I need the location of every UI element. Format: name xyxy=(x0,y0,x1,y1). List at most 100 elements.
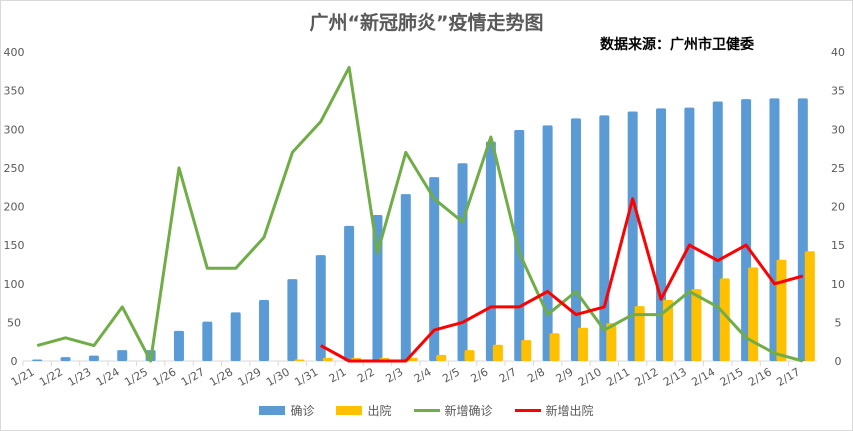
legend-swatch xyxy=(413,409,440,412)
bar-confirmed xyxy=(485,141,496,361)
x-axis-tick-label: 1/22 xyxy=(37,365,65,389)
bar-discharged xyxy=(322,357,333,361)
bar-confirmed xyxy=(514,130,525,361)
x-axis-tick-label: 2/16 xyxy=(746,365,774,389)
bar-confirmed xyxy=(202,321,213,361)
bar-discharged xyxy=(294,359,305,361)
x-axis-tick-label: 2/5 xyxy=(440,365,462,385)
bar-confirmed xyxy=(117,350,128,361)
x-axis-tick-label: 2/10 xyxy=(576,365,604,389)
bar-confirmed xyxy=(315,255,326,361)
bar-discharged xyxy=(606,323,617,361)
left-axis-tick-label: 150 xyxy=(4,239,25,252)
x-axis-tick-label: 1/29 xyxy=(236,365,264,389)
legend-label: 出院 xyxy=(367,404,392,418)
right-axis-tick-label: 25 xyxy=(831,162,845,175)
x-axis-tick-label: 2/8 xyxy=(525,365,547,385)
bar-confirmed xyxy=(287,279,298,361)
x-axis-tick-label: 1/24 xyxy=(94,365,122,389)
x-axis-tick-label: 1/31 xyxy=(292,365,320,389)
right-axis-tick-label: 15 xyxy=(831,239,845,252)
right-axis-tick-label: 5 xyxy=(835,316,842,329)
x-axis-tick-label: 2/2 xyxy=(355,365,377,385)
left-axis-tick-label: 300 xyxy=(4,123,25,136)
x-axis-tick-label: 1/25 xyxy=(122,365,150,389)
legend: 确诊 出院 新增确诊 新增出院 xyxy=(0,402,853,419)
left-axis-tick-label: 100 xyxy=(4,278,25,291)
bar-confirmed xyxy=(627,111,638,361)
bar-discharged xyxy=(719,278,730,361)
legend-swatch xyxy=(336,406,363,415)
right-axis-tick-label: 30 xyxy=(831,123,845,136)
bar-discharged xyxy=(748,267,759,361)
legend-item: 确诊 xyxy=(259,402,314,419)
chart-title: 广州“新冠肺炎”疫情走势图 xyxy=(309,12,544,34)
x-axis-tick-label: 1/28 xyxy=(207,365,235,389)
x-axis-tick-label: 2/1 xyxy=(327,365,349,385)
bar-confirmed xyxy=(542,125,553,361)
source-note: 数据来源：广州市卫健委 xyxy=(600,37,754,53)
x-axis-tick-label: 2/6 xyxy=(469,365,491,385)
right-axis-tick-label: 0 xyxy=(835,355,842,368)
x-axis-tick-label: 1/27 xyxy=(179,365,207,389)
x-axis-tick-label: 2/17 xyxy=(774,365,802,389)
left-axis-tick-label: 350 xyxy=(4,85,25,98)
bar-confirmed xyxy=(400,194,411,361)
x-axis-tick-label: 2/12 xyxy=(633,365,661,389)
legend-label: 确诊 xyxy=(290,404,315,418)
right-axis-tick-label: 35 xyxy=(831,85,845,98)
line-new-discharged xyxy=(320,197,804,363)
legend-swatch xyxy=(514,409,541,412)
left-axis-tick-label: 400 xyxy=(4,46,25,59)
legend-item: 新增确诊 xyxy=(413,402,493,419)
bar-confirmed xyxy=(656,108,667,361)
bar-confirmed xyxy=(457,163,468,361)
x-axis-tick-label: 2/9 xyxy=(554,365,576,385)
x-axis-tick-label: 2/15 xyxy=(718,365,746,389)
bar-confirmed xyxy=(259,299,270,361)
legend-label: 新增确诊 xyxy=(444,404,493,418)
bar-discharged xyxy=(776,259,787,361)
bar-confirmed xyxy=(372,214,383,361)
left-axis-tick-label: 200 xyxy=(4,201,25,214)
x-axis-tick-label: 2/14 xyxy=(689,365,717,389)
bar-confirmed xyxy=(88,355,99,361)
legend-swatch xyxy=(259,406,286,415)
right-axis-tick-label: 40 xyxy=(831,46,845,59)
left-axis-tick-label: 0 xyxy=(11,355,18,368)
x-axis-tick-label: 1/21 xyxy=(9,365,37,389)
bar-discharged xyxy=(436,354,447,361)
x-axis-tick-label: 2/4 xyxy=(412,365,434,385)
x-axis-tick-label: 2/13 xyxy=(661,365,689,389)
bar-discharged xyxy=(634,306,645,361)
x-axis-tick-label: 1/26 xyxy=(151,365,179,389)
line-new-confirmed xyxy=(36,65,804,363)
bar-discharged xyxy=(492,344,503,361)
legend-label: 新增出院 xyxy=(545,404,594,418)
bar-discharged xyxy=(521,340,532,361)
bar-confirmed xyxy=(429,177,440,361)
bar-confirmed xyxy=(570,118,581,361)
bar-discharged xyxy=(663,299,674,361)
legend-item: 出院 xyxy=(336,402,392,419)
left-axis-tick-label: 250 xyxy=(4,162,25,175)
right-axis-tick-label: 20 xyxy=(831,201,845,214)
x-axis-tick-label: 2/11 xyxy=(604,365,632,389)
bar-confirmed xyxy=(32,359,43,361)
left-axis-tick-label: 50 xyxy=(7,316,21,329)
x-axis-tick-label: 1/30 xyxy=(264,365,292,389)
bar-confirmed xyxy=(60,357,71,361)
bar-discharged xyxy=(577,327,588,361)
x-axis-tick-label: 2/3 xyxy=(383,365,405,385)
bar-discharged xyxy=(549,333,560,361)
bar-discharged xyxy=(804,251,815,361)
bar-discharged xyxy=(464,350,475,361)
bar-discharged xyxy=(407,357,418,361)
right-axis-tick-label: 10 xyxy=(831,278,845,291)
x-axis-tick-label: 1/23 xyxy=(65,365,93,389)
bar-confirmed xyxy=(173,330,184,361)
legend-item: 新增出院 xyxy=(514,402,594,419)
bar-confirmed xyxy=(230,312,241,361)
x-axis-tick-label: 2/7 xyxy=(497,365,519,385)
